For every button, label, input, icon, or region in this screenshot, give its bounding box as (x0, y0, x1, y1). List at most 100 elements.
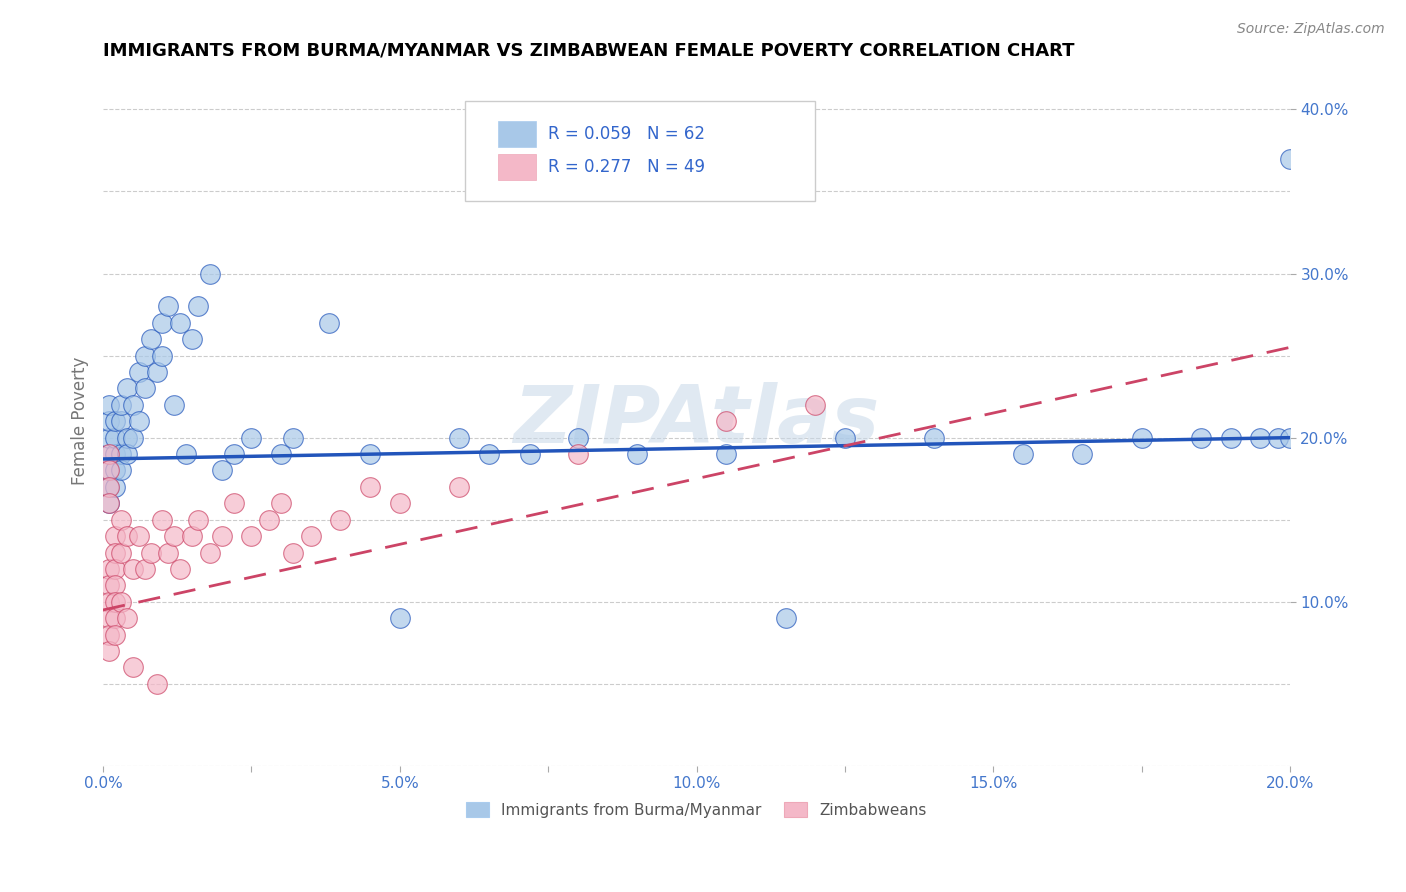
Point (270, 447, 292, 461)
Point (121, 398, 143, 412)
Point (1267, 431, 1289, 445)
Point (104, 545, 127, 559)
Point (134, 562, 156, 576)
Point (104, 611, 127, 625)
Point (1189, 431, 1212, 445)
Text: R = 0.277   N = 49: R = 0.277 N = 49 (548, 158, 706, 176)
Point (174, 447, 197, 461)
Bar (498, 120, 536, 147)
Point (240, 529, 263, 543)
Text: IMMIGRANTS FROM BURMA/MYANMAR VS ZIMBABWEAN FEMALE POVERTY CORRELATION CHART: IMMIGRANTS FROM BURMA/MYANMAR VS ZIMBABW… (103, 42, 1074, 60)
Point (775, 611, 797, 625)
Point (104, 627, 127, 641)
Point (187, 299, 209, 313)
Point (110, 463, 132, 477)
Point (98, 480, 121, 494)
Point (115, 431, 138, 445)
Point (169, 562, 191, 576)
Point (98, 496, 121, 510)
Point (359, 480, 381, 494)
Point (98, 562, 121, 576)
Point (567, 431, 589, 445)
Point (134, 381, 156, 395)
Point (139, 545, 162, 559)
Point (121, 660, 143, 674)
Point (1278, 431, 1301, 445)
Point (110, 414, 132, 428)
Point (98, 398, 121, 412)
Point (104, 463, 127, 477)
Point (110, 447, 132, 461)
Point (152, 513, 174, 527)
Point (98, 611, 121, 625)
Point (121, 431, 143, 445)
Text: R = 0.059   N = 62: R = 0.059 N = 62 (548, 125, 706, 143)
Point (567, 447, 589, 461)
Point (359, 447, 381, 461)
Point (98, 447, 121, 461)
Point (98, 595, 121, 609)
Point (115, 611, 138, 625)
Point (98, 627, 121, 641)
Point (163, 398, 186, 412)
Point (110, 513, 132, 527)
Point (157, 299, 180, 313)
Point (181, 332, 204, 346)
Text: Source: ZipAtlas.com: Source: ZipAtlas.com (1237, 22, 1385, 37)
Point (98, 447, 121, 461)
Point (299, 529, 322, 543)
Point (98, 578, 121, 592)
Legend: Immigrants from Burma/Myanmar, Zimbabweans: Immigrants from Burma/Myanmar, Zimbabwea… (460, 796, 934, 823)
Point (104, 447, 127, 461)
Point (198, 545, 221, 559)
Point (449, 480, 471, 494)
Point (222, 447, 245, 461)
Point (211, 463, 233, 477)
Point (449, 431, 471, 445)
Point (104, 480, 127, 494)
Text: ZIPAtlas: ZIPAtlas (513, 383, 880, 460)
Point (128, 365, 150, 379)
Point (98, 463, 121, 477)
Point (318, 316, 340, 330)
Point (281, 431, 304, 445)
Point (139, 332, 162, 346)
Point (211, 529, 233, 543)
Point (259, 513, 281, 527)
Point (104, 562, 127, 576)
Point (270, 496, 292, 510)
Point (329, 513, 352, 527)
Point (110, 398, 132, 412)
Point (157, 545, 180, 559)
Point (145, 677, 167, 691)
Point (388, 496, 411, 510)
Point (134, 349, 156, 363)
Point (128, 529, 150, 543)
Point (98, 414, 121, 428)
Point (181, 529, 204, 543)
Bar (498, 153, 536, 180)
Point (128, 414, 150, 428)
Point (714, 414, 737, 428)
Point (152, 349, 174, 363)
Point (152, 316, 174, 330)
Point (1249, 431, 1271, 445)
Point (222, 496, 245, 510)
Point (834, 431, 856, 445)
Point (714, 447, 737, 461)
Point (98, 463, 121, 477)
Point (121, 562, 143, 576)
Point (163, 529, 186, 543)
Point (104, 529, 127, 543)
Point (478, 447, 501, 461)
Point (145, 365, 167, 379)
Point (1071, 447, 1094, 461)
Point (98, 480, 121, 494)
Point (98, 431, 121, 445)
Point (1278, 152, 1301, 166)
Point (169, 316, 191, 330)
Point (104, 595, 127, 609)
Point (240, 431, 263, 445)
Point (1012, 447, 1035, 461)
Point (187, 513, 209, 527)
